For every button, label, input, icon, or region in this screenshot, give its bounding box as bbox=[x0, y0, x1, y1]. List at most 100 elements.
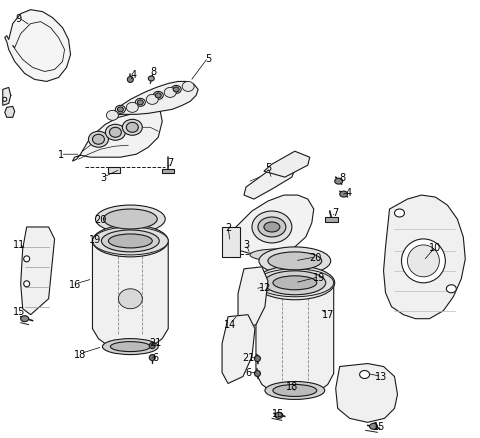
Ellipse shape bbox=[164, 88, 176, 98]
Text: 14: 14 bbox=[224, 319, 236, 329]
Ellipse shape bbox=[408, 245, 439, 277]
Ellipse shape bbox=[103, 209, 157, 230]
Ellipse shape bbox=[258, 218, 286, 237]
Polygon shape bbox=[238, 267, 268, 329]
Text: 15: 15 bbox=[373, 421, 386, 431]
Text: 3: 3 bbox=[100, 173, 107, 183]
Ellipse shape bbox=[173, 88, 179, 93]
Ellipse shape bbox=[108, 234, 152, 248]
Ellipse shape bbox=[264, 271, 326, 295]
Polygon shape bbox=[325, 218, 338, 223]
Polygon shape bbox=[93, 241, 168, 349]
Ellipse shape bbox=[3, 98, 7, 102]
Ellipse shape bbox=[135, 99, 145, 107]
Ellipse shape bbox=[101, 230, 159, 252]
Ellipse shape bbox=[153, 92, 163, 100]
Ellipse shape bbox=[370, 424, 378, 429]
Ellipse shape bbox=[259, 247, 331, 275]
Ellipse shape bbox=[148, 77, 154, 82]
Ellipse shape bbox=[93, 226, 168, 257]
Text: 3: 3 bbox=[243, 240, 249, 249]
Polygon shape bbox=[5, 11, 71, 82]
Ellipse shape bbox=[118, 108, 123, 113]
Text: 4: 4 bbox=[130, 70, 136, 80]
Text: 6: 6 bbox=[152, 352, 158, 362]
Ellipse shape bbox=[171, 86, 181, 94]
Polygon shape bbox=[256, 283, 334, 395]
Text: 5: 5 bbox=[205, 53, 211, 64]
Polygon shape bbox=[244, 162, 296, 200]
Ellipse shape bbox=[254, 371, 261, 377]
Ellipse shape bbox=[182, 82, 194, 92]
Text: 15: 15 bbox=[12, 306, 25, 316]
Ellipse shape bbox=[275, 413, 283, 418]
Polygon shape bbox=[336, 364, 397, 422]
Ellipse shape bbox=[137, 101, 144, 106]
Ellipse shape bbox=[273, 276, 317, 290]
Text: 7: 7 bbox=[167, 158, 173, 168]
Polygon shape bbox=[72, 110, 162, 162]
Ellipse shape bbox=[395, 209, 405, 218]
Text: 8: 8 bbox=[340, 173, 346, 183]
Text: 6: 6 bbox=[245, 367, 251, 377]
Ellipse shape bbox=[24, 281, 30, 287]
Ellipse shape bbox=[109, 128, 121, 138]
Text: 20: 20 bbox=[310, 252, 322, 262]
Polygon shape bbox=[228, 196, 314, 255]
Polygon shape bbox=[3, 88, 11, 106]
Text: 16: 16 bbox=[70, 279, 82, 289]
Ellipse shape bbox=[93, 135, 105, 145]
Text: 7: 7 bbox=[333, 208, 339, 218]
Polygon shape bbox=[222, 315, 255, 384]
Text: 17: 17 bbox=[322, 309, 334, 319]
Ellipse shape bbox=[256, 269, 334, 297]
Ellipse shape bbox=[122, 120, 142, 136]
Ellipse shape bbox=[360, 371, 370, 378]
Text: 19: 19 bbox=[89, 234, 102, 244]
Ellipse shape bbox=[149, 343, 155, 349]
Text: 5: 5 bbox=[265, 163, 271, 173]
Polygon shape bbox=[162, 170, 174, 174]
Text: 12: 12 bbox=[259, 282, 271, 292]
Polygon shape bbox=[222, 227, 240, 257]
Polygon shape bbox=[108, 82, 198, 118]
Ellipse shape bbox=[335, 179, 343, 185]
Ellipse shape bbox=[93, 227, 168, 255]
Polygon shape bbox=[264, 152, 310, 178]
Ellipse shape bbox=[446, 285, 456, 293]
Text: 18: 18 bbox=[74, 349, 86, 359]
Text: 21: 21 bbox=[149, 337, 161, 347]
Polygon shape bbox=[5, 107, 15, 118]
Ellipse shape bbox=[126, 103, 138, 113]
Polygon shape bbox=[108, 168, 120, 174]
Ellipse shape bbox=[254, 356, 261, 362]
Text: 8: 8 bbox=[150, 67, 156, 77]
Text: 21: 21 bbox=[242, 352, 254, 362]
Text: 9: 9 bbox=[16, 14, 22, 24]
Text: 10: 10 bbox=[429, 242, 442, 252]
Ellipse shape bbox=[264, 223, 280, 233]
Ellipse shape bbox=[96, 205, 165, 233]
Ellipse shape bbox=[110, 342, 150, 352]
Ellipse shape bbox=[106, 125, 125, 141]
Text: 4: 4 bbox=[346, 187, 352, 198]
Ellipse shape bbox=[155, 94, 161, 99]
Text: 2: 2 bbox=[225, 223, 231, 233]
Ellipse shape bbox=[107, 111, 119, 121]
Ellipse shape bbox=[127, 77, 133, 83]
Ellipse shape bbox=[119, 289, 142, 309]
Ellipse shape bbox=[255, 266, 335, 300]
Text: 1: 1 bbox=[58, 150, 64, 160]
Ellipse shape bbox=[24, 256, 30, 262]
Ellipse shape bbox=[149, 355, 155, 361]
Ellipse shape bbox=[88, 132, 108, 148]
Ellipse shape bbox=[102, 339, 158, 355]
Ellipse shape bbox=[126, 123, 138, 133]
Ellipse shape bbox=[268, 252, 322, 270]
Text: 19: 19 bbox=[312, 272, 325, 282]
Text: 20: 20 bbox=[94, 215, 107, 225]
Ellipse shape bbox=[340, 192, 348, 198]
Text: 13: 13 bbox=[375, 372, 388, 381]
Polygon shape bbox=[384, 196, 465, 319]
Ellipse shape bbox=[250, 249, 306, 261]
